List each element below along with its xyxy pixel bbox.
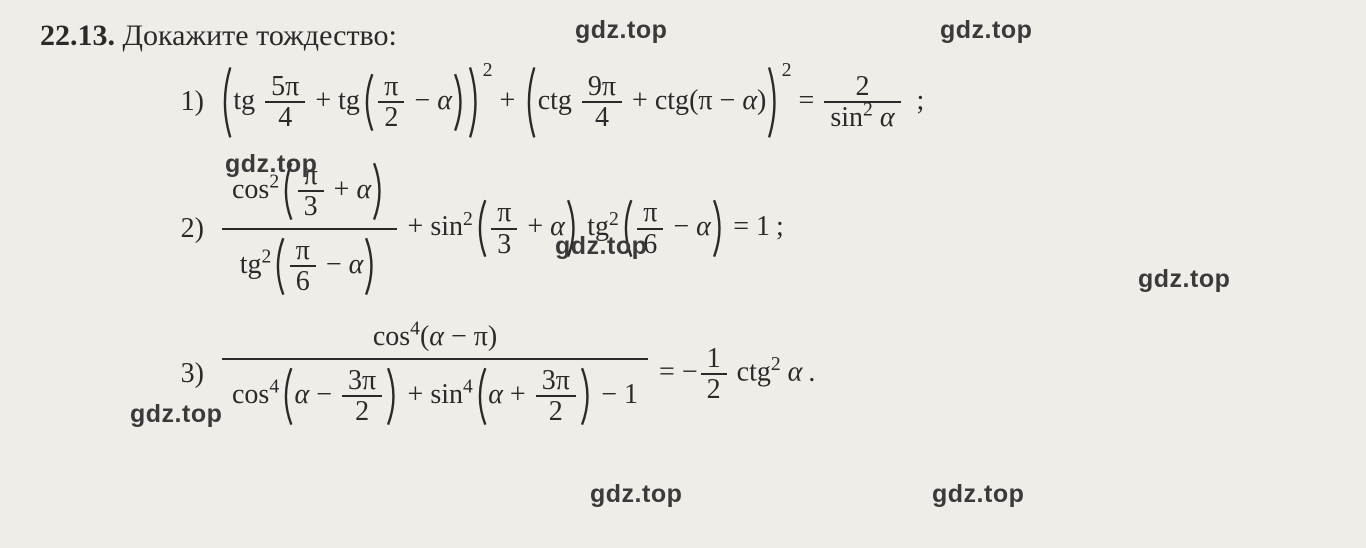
fraction: π3 bbox=[298, 161, 324, 222]
problem-3-expression: cos4(α − π) cos4α − 3π2 + sin4α + 3π2 − … bbox=[218, 318, 815, 430]
problem-3-index: 3) bbox=[170, 358, 204, 390]
fraction: 12 bbox=[701, 344, 727, 405]
lparen-icon bbox=[473, 367, 488, 426]
rparen-icon bbox=[467, 66, 482, 139]
rparen-icon bbox=[766, 66, 781, 139]
watermark-text: gdz.top bbox=[932, 480, 1024, 509]
watermark-text: gdz.top bbox=[590, 480, 682, 509]
line-terminator: ; bbox=[776, 211, 784, 242]
fraction: 9π4 bbox=[582, 72, 622, 133]
rparen-icon bbox=[363, 237, 378, 296]
fraction: 3π2 bbox=[536, 366, 576, 427]
lparen-icon bbox=[522, 66, 537, 139]
rparen-icon bbox=[711, 199, 726, 258]
rparen-icon bbox=[579, 367, 594, 426]
page: 22.13. Докажите тождество: 1) tg 5π4 + t… bbox=[0, 0, 1366, 548]
fraction: π3 bbox=[491, 198, 517, 259]
lparen-icon bbox=[218, 66, 233, 139]
lparen-icon bbox=[279, 162, 294, 221]
lparen-icon bbox=[619, 199, 634, 258]
fraction: 5π4 bbox=[265, 72, 305, 133]
big-fraction: cos2π3 + α tg2π6 − α bbox=[222, 157, 397, 301]
problem-header: 22.13. Докажите тождество: bbox=[40, 18, 1326, 54]
rparen-icon bbox=[452, 73, 467, 132]
rparen-icon bbox=[385, 367, 400, 426]
fraction: π6 bbox=[637, 198, 663, 259]
rparen-icon bbox=[371, 162, 386, 221]
fraction: π2 bbox=[378, 72, 404, 133]
fraction: π6 bbox=[290, 236, 316, 297]
problem-2: 2) cos2π3 + α tg2π6 − α + sin2π3 + bbox=[170, 157, 1326, 301]
rparen-icon bbox=[565, 199, 580, 258]
lparen-icon bbox=[360, 73, 375, 132]
line-terminator: . bbox=[808, 357, 815, 388]
line-terminator: ; bbox=[917, 85, 925, 116]
problems-block: 1) tg 5π4 + tgπ2 − α2 + ctg 9π4 + ctg(π … bbox=[170, 66, 1326, 431]
big-fraction: cos4(α − π) cos4α − 3π2 + sin4α + 3π2 − … bbox=[222, 318, 648, 430]
problem-1: 1) tg 5π4 + tgπ2 − α2 + ctg 9π4 + ctg(π … bbox=[170, 66, 1326, 139]
fraction: 3π2 bbox=[342, 366, 382, 427]
problem-1-index: 1) bbox=[170, 86, 204, 118]
problem-1-expression: tg 5π4 + tgπ2 − α2 + ctg 9π4 + ctg(π − α… bbox=[218, 66, 924, 139]
problem-3: 3) cos4(α − π) cos4α − 3π2 + sin4α + bbox=[170, 318, 1326, 430]
lparen-icon bbox=[473, 199, 488, 258]
problem-2-index: 2) bbox=[170, 213, 204, 245]
fraction: 2 sin2 α bbox=[824, 72, 900, 133]
problem-prompt: Докажите тождество: bbox=[123, 19, 397, 52]
problem-2-expression: cos2π3 + α tg2π6 − α + sin2π3 + α tg2π6 … bbox=[218, 157, 784, 301]
lparen-icon bbox=[279, 367, 294, 426]
lparen-icon bbox=[271, 237, 286, 296]
problem-number: 22.13. bbox=[40, 19, 115, 52]
